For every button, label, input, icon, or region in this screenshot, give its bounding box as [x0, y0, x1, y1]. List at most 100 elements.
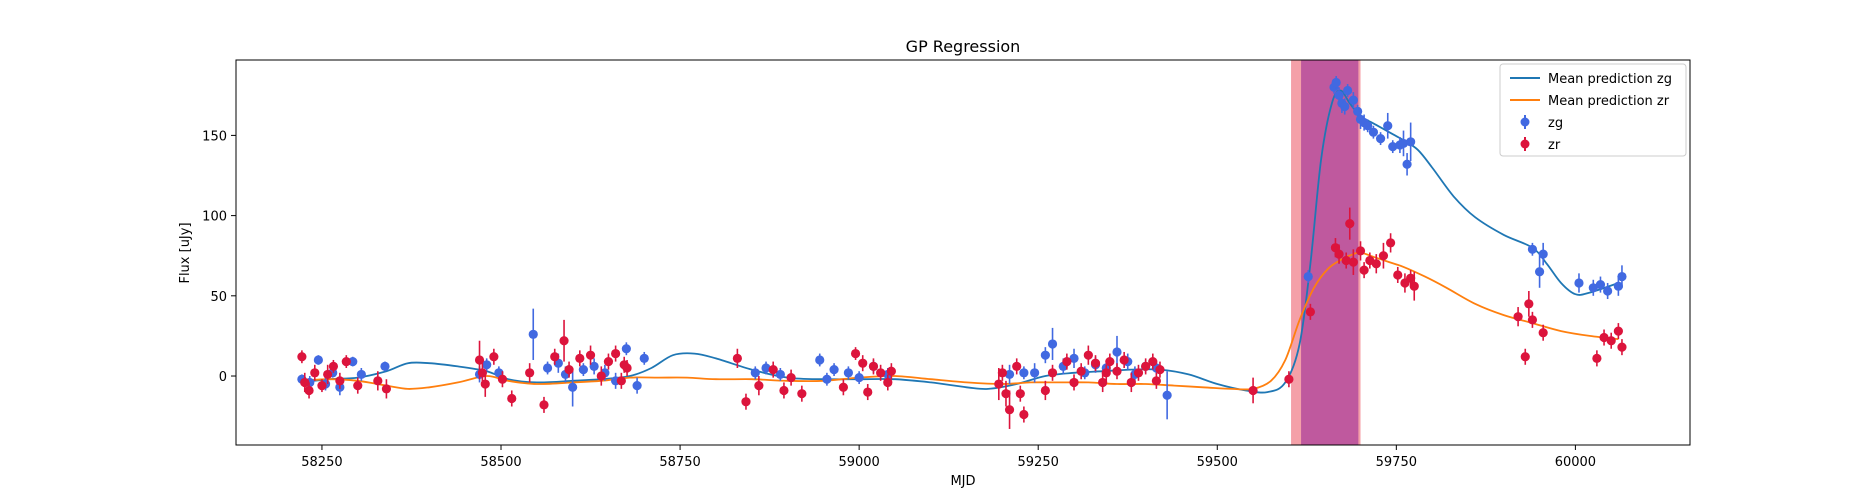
marker: [1617, 342, 1627, 352]
data-point-2-16: [568, 368, 578, 407]
marker: [616, 376, 626, 386]
data-point-3-25: [596, 366, 606, 386]
marker: [1527, 244, 1538, 254]
x-axis-ticks: 58250 58500 58750 59000 59250 59500 59750 60000: [301, 445, 1596, 470]
data-point-2-10: [482, 358, 492, 372]
marker: [1527, 315, 1538, 325]
marker: [994, 379, 1004, 389]
data-point-3-22: [564, 361, 574, 378]
marker: [304, 385, 314, 396]
data-point-2-8: [380, 361, 390, 372]
marker: [1334, 249, 1344, 259]
data-point-3-51: [1015, 385, 1025, 402]
marker: [1162, 390, 1172, 400]
y-axis-ticks: 0 50 100 150: [202, 129, 236, 385]
marker: [1595, 279, 1606, 290]
data-point-2-35: [1019, 366, 1029, 380]
data-point-3-38: [838, 379, 848, 396]
marker: [797, 389, 807, 399]
marker: [297, 352, 307, 362]
data-point-3-20: [550, 348, 560, 365]
data-point-2-29: [829, 363, 839, 377]
marker: [1004, 369, 1015, 380]
marker: [1613, 281, 1623, 291]
data-point-3-32: [741, 393, 751, 410]
marker: [1090, 358, 1101, 368]
marker: [1019, 409, 1029, 420]
data-point-3-33: [754, 376, 764, 396]
data-point-3-84: [1386, 233, 1396, 253]
data-point-2-18: [589, 358, 599, 375]
data-point-3-96: [1606, 332, 1616, 349]
shaded-region-1: [1301, 60, 1359, 445]
marker: [1538, 328, 1548, 338]
marker: [1148, 356, 1158, 367]
data-point-2-44: [1112, 335, 1122, 368]
data-point-3-37: [797, 385, 807, 402]
data-point-3-62: [1105, 353, 1115, 370]
data-point-3-91: [1524, 291, 1534, 317]
marker: [1406, 273, 1416, 283]
data-point-2-40: [1069, 348, 1079, 368]
data-point-3-58: [1083, 345, 1093, 365]
data-point-2-27: [815, 353, 825, 367]
data-point-3-67: [1141, 358, 1151, 375]
data-point-3-72: [1284, 371, 1294, 388]
y-tick-label: 150: [202, 129, 227, 144]
data-point-3-77: [1345, 207, 1355, 240]
marker: [373, 376, 383, 386]
marker: [381, 384, 392, 394]
data-point-3-21: [559, 319, 569, 362]
data-point-3-60: [1098, 372, 1108, 393]
marker: [1112, 366, 1122, 376]
data-point-3-56: [1069, 374, 1079, 391]
marker: [843, 368, 853, 378]
chart-title: GP Regression: [906, 37, 1021, 56]
marker: [559, 336, 569, 346]
marker: [596, 371, 606, 381]
marker: [876, 368, 886, 378]
data-point-3-18: [525, 363, 535, 383]
marker: [761, 363, 771, 373]
data-point-2-50: [1303, 270, 1313, 283]
data-point-3-27: [611, 345, 621, 362]
marker: [1524, 299, 1534, 309]
legend-swatch-zg-points: [1520, 115, 1530, 129]
marker: [775, 369, 785, 380]
marker: [1105, 356, 1115, 367]
data-point-3-31: [732, 348, 742, 368]
legend-label-zg-points: zg: [1548, 116, 1563, 131]
marker: [1402, 159, 1412, 169]
data-point-3-15: [489, 348, 499, 365]
data-point-2-71: [1534, 255, 1545, 288]
x-tick-label: 59250: [1018, 455, 1059, 470]
y-tick-label: 100: [202, 210, 227, 225]
data-point-2-56: [1343, 84, 1353, 97]
marker: [768, 365, 778, 375]
data-point-3-47: [997, 364, 1007, 381]
data-point-2-6: [348, 356, 358, 367]
marker: [1331, 77, 1341, 88]
data-point-2-69: [1406, 122, 1416, 162]
marker: [1040, 350, 1050, 360]
marker: [353, 381, 363, 391]
data-point-2-74: [1588, 279, 1598, 296]
marker: [854, 373, 864, 383]
data-point-3-28: [616, 372, 626, 389]
marker: [1375, 134, 1386, 144]
data-point-3-48: [1001, 380, 1011, 407]
marker: [1355, 246, 1366, 256]
data-point-2-76: [1603, 282, 1613, 300]
marker: [1406, 137, 1416, 147]
marker: [997, 368, 1007, 378]
data-point-2-13: [542, 361, 553, 375]
marker: [621, 344, 631, 354]
marker: [754, 381, 764, 391]
data-point-3-93: [1538, 324, 1548, 341]
shaded-regions: [1291, 60, 1361, 445]
marker: [1248, 385, 1258, 396]
marker: [564, 365, 574, 375]
data-point-3-17: [507, 390, 517, 407]
marker: [1015, 389, 1025, 399]
data-point-3-69: [1151, 372, 1161, 389]
